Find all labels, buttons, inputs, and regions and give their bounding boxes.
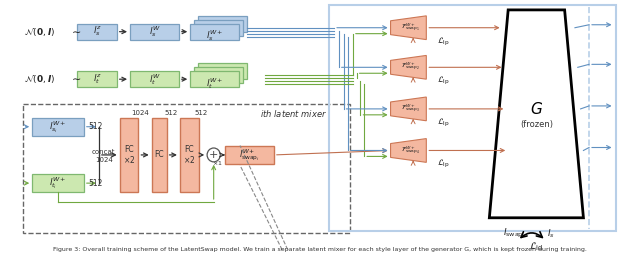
- Bar: [77, 71, 116, 87]
- Bar: [194, 67, 243, 83]
- Bar: [120, 118, 138, 192]
- Text: $I_s$: $I_s$: [547, 227, 554, 240]
- Text: 1024: 1024: [131, 110, 149, 116]
- Text: $\mathcal{L}_{\mathrm{lp}}$: $\mathcal{L}_{\mathrm{lp}}$: [436, 75, 450, 87]
- Polygon shape: [390, 55, 426, 79]
- Text: $l_t^z$: $l_t^z$: [93, 72, 101, 86]
- Bar: [198, 16, 246, 32]
- Text: $l_t^W$: $l_t^W$: [148, 72, 160, 87]
- Text: $\sim$: $\sim$: [69, 74, 81, 84]
- Text: $l_{t_i}^{W+}$: $l_{t_i}^{W+}$: [49, 175, 67, 191]
- Text: $\mathcal{L}_{\mathrm{id}}$: $\mathcal{L}_{\mathrm{id}}$: [529, 240, 543, 253]
- Bar: [22, 104, 350, 233]
- Bar: [225, 146, 274, 164]
- Text: $\times 2$: $\times 2$: [123, 154, 135, 165]
- Bar: [330, 5, 616, 231]
- Text: $l_{\mathrm{swap}_i}^{W+}$: $l_{\mathrm{swap}_i}^{W+}$: [239, 147, 260, 163]
- Bar: [180, 118, 198, 192]
- Bar: [130, 24, 179, 40]
- Text: $\mathcal{L}_{\mathrm{lp}}$: $\mathcal{L}_{\mathrm{lp}}$: [436, 36, 450, 48]
- Text: $\mathcal{N}(\mathbf{0},\boldsymbol{I})$: $\mathcal{N}(\mathbf{0},\boldsymbol{I})$: [24, 73, 55, 85]
- Text: $l_s^W$: $l_s^W$: [148, 24, 160, 39]
- Text: $\mathcal{L}_{\mathrm{lp}}$: $\mathcal{L}_{\mathrm{lp}}$: [436, 158, 450, 170]
- Text: $\mathcal{F}^{W+}_{\mathrm{swap}_2}$: $\mathcal{F}^{W+}_{\mathrm{swap}_2}$: [401, 61, 420, 73]
- Bar: [77, 24, 116, 40]
- Text: Figure 3: Overall training scheme of the LatentSwap model. We train a separate l: Figure 3: Overall training scheme of the…: [53, 247, 587, 252]
- Text: 512: 512: [88, 179, 103, 188]
- Text: $\mathcal{L}_{\mathrm{lp}}$: $\mathcal{L}_{\mathrm{lp}}$: [436, 117, 450, 129]
- Bar: [190, 71, 239, 87]
- Text: $\sim$: $\sim$: [69, 27, 81, 37]
- Text: $\times 1$: $\times 1$: [212, 159, 223, 167]
- Text: $l_t^{W+}$: $l_t^{W+}$: [206, 76, 223, 91]
- Text: $I_{\mathrm{swap}}$: $I_{\mathrm{swap}}$: [502, 227, 524, 240]
- Text: 512: 512: [164, 110, 178, 116]
- Circle shape: [207, 148, 220, 162]
- Polygon shape: [490, 10, 584, 218]
- Text: $G$: $G$: [530, 101, 543, 117]
- Text: FC: FC: [184, 146, 194, 154]
- Bar: [152, 118, 166, 192]
- Text: concat: concat: [92, 149, 115, 155]
- Text: (frozen): (frozen): [520, 120, 553, 129]
- Bar: [32, 174, 84, 192]
- Text: $\mathcal{F}^{W+}_{\mathrm{swap}_1}$: $\mathcal{F}^{W+}_{\mathrm{swap}_1}$: [401, 22, 420, 34]
- Text: $i$th latent mixer: $i$th latent mixer: [260, 108, 327, 119]
- Text: FC: FC: [154, 150, 164, 160]
- Polygon shape: [390, 139, 426, 162]
- Text: $\mathcal{F}^{W+}_{\mathrm{swap}_3}$: $\mathcal{F}^{W+}_{\mathrm{swap}_3}$: [401, 103, 420, 115]
- Text: $l_s^{W+}$: $l_s^{W+}$: [206, 28, 223, 43]
- Text: $l_s^z$: $l_s^z$: [93, 25, 101, 38]
- Text: $\mathcal{N}(\mathbf{0},\boldsymbol{I})$: $\mathcal{N}(\mathbf{0},\boldsymbol{I})$: [24, 26, 55, 38]
- Bar: [32, 118, 84, 136]
- Text: FC: FC: [124, 146, 134, 154]
- Text: $\mathcal{F}^{W+}_{\mathrm{swap}_4}$: $\mathcal{F}^{W+}_{\mathrm{swap}_4}$: [401, 145, 420, 156]
- Polygon shape: [390, 16, 426, 40]
- Text: $\times 2$: $\times 2$: [183, 154, 195, 165]
- Text: 512: 512: [195, 110, 208, 116]
- Text: $l_{s_i}^{W+}$: $l_{s_i}^{W+}$: [49, 119, 67, 135]
- Text: 512: 512: [88, 122, 103, 131]
- Bar: [194, 20, 243, 36]
- Polygon shape: [390, 97, 426, 121]
- Bar: [198, 63, 246, 79]
- Text: +: +: [209, 150, 218, 160]
- Bar: [130, 71, 179, 87]
- Text: 1024: 1024: [95, 157, 113, 163]
- Bar: [190, 24, 239, 40]
